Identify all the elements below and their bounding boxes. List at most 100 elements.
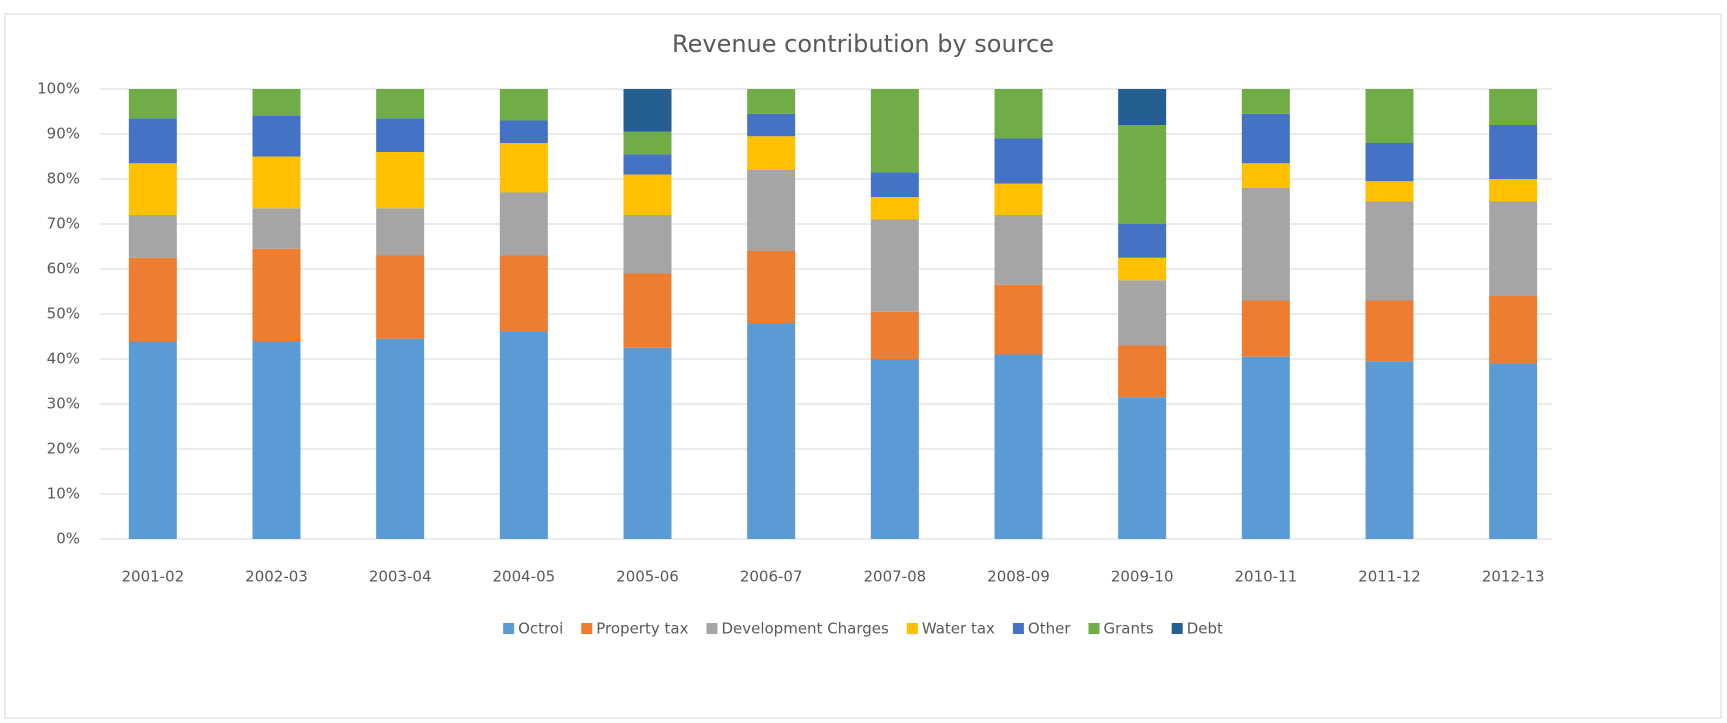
y-tick-label: 20% xyxy=(47,440,80,458)
bar-segment xyxy=(252,116,301,157)
bar-segment xyxy=(747,323,796,539)
bar-segment xyxy=(994,89,1043,139)
bar-segment xyxy=(252,89,301,116)
bar-segment xyxy=(1241,188,1290,301)
x-tick-label: 2005-06 xyxy=(616,568,679,586)
bar-segment xyxy=(994,183,1043,215)
legend-label: Property tax xyxy=(596,620,688,638)
y-tick-label: 0% xyxy=(56,530,80,548)
bar-segment xyxy=(1241,163,1290,188)
bar-segment xyxy=(128,257,177,341)
x-tick-label: 2010-11 xyxy=(1234,568,1297,586)
x-tick-label: 2007-08 xyxy=(863,568,926,586)
bar-segment xyxy=(1365,89,1414,143)
bar-segment xyxy=(1118,345,1167,398)
bar-segment xyxy=(252,341,301,539)
legend-label: Debt xyxy=(1187,620,1223,638)
x-tick-label: 2001-02 xyxy=(121,568,184,586)
bar-segment xyxy=(623,89,672,132)
y-tick-label: 100% xyxy=(37,80,80,98)
bar-segment xyxy=(1241,356,1290,539)
bar-segment xyxy=(128,215,177,258)
bar-segment xyxy=(623,174,672,215)
bar-segment xyxy=(870,219,919,312)
bar-segment xyxy=(1241,89,1290,114)
legend-swatch xyxy=(503,623,515,634)
bar-segment xyxy=(1118,125,1167,224)
legend-label: Octroi xyxy=(518,620,563,638)
bar-segment xyxy=(870,359,919,539)
bar-segment xyxy=(499,192,548,256)
bar-segment xyxy=(376,89,425,119)
bar-segment xyxy=(623,347,672,539)
bar-segment xyxy=(1489,201,1538,296)
bar-segment xyxy=(870,197,919,220)
legend-swatch xyxy=(581,623,593,634)
bar-segment xyxy=(1489,296,1538,364)
legend-swatch xyxy=(1012,623,1024,634)
bar-segment xyxy=(499,89,548,121)
bar-segment xyxy=(376,152,425,209)
bar-segment xyxy=(1489,125,1538,179)
bar-segment xyxy=(1365,201,1414,301)
chart-title: Revenue contribution by source xyxy=(672,30,1054,58)
bar-segment xyxy=(870,311,919,359)
bar-segment xyxy=(623,215,672,274)
x-tick-label: 2008-09 xyxy=(987,568,1050,586)
bar-segment xyxy=(994,215,1043,285)
bar-segment xyxy=(1118,89,1167,125)
x-tick-label: 2011-12 xyxy=(1358,568,1421,586)
x-tick-label: 2009-10 xyxy=(1111,568,1174,586)
bar-segment xyxy=(376,118,425,152)
bar-segment xyxy=(1118,397,1167,539)
bar-segment xyxy=(376,255,425,339)
bar-segment xyxy=(1489,89,1538,125)
bar-segment xyxy=(747,136,796,170)
x-tick-label: 2002-03 xyxy=(245,568,308,586)
bar-segment xyxy=(747,170,796,251)
legend: Octroi Property tax Development Charges Wat… xyxy=(503,620,1223,638)
legend-swatch xyxy=(1171,623,1183,634)
x-tick-label: 2006-07 xyxy=(740,568,803,586)
x-tick-label: 2012-13 xyxy=(1482,568,1545,586)
bar-segment xyxy=(499,143,548,193)
bar-segment xyxy=(1241,113,1290,164)
y-tick-label: 40% xyxy=(47,350,80,368)
bar-segment xyxy=(1118,224,1167,258)
bar-segment xyxy=(252,208,301,249)
bar-segment xyxy=(1365,181,1414,202)
legend-label: Development Charges xyxy=(721,620,889,638)
bar-segment xyxy=(1365,300,1414,362)
y-tick-label: 10% xyxy=(47,485,80,503)
bar-segment xyxy=(994,354,1043,539)
bar-segment xyxy=(128,163,177,215)
bar-segment xyxy=(1241,300,1290,357)
bar-segment xyxy=(1489,363,1538,539)
legend-swatch xyxy=(906,623,918,634)
x-tick-label: 2003-04 xyxy=(369,568,432,586)
bar-segment xyxy=(499,332,548,539)
bar-segment xyxy=(252,156,301,209)
bar-segment xyxy=(499,120,548,143)
bar-segment xyxy=(747,251,796,323)
legend-label: Grants xyxy=(1104,620,1154,638)
bar-segment xyxy=(128,89,177,119)
bar-segment xyxy=(1118,280,1167,346)
bar-segment xyxy=(252,248,301,341)
y-tick-label: 70% xyxy=(47,215,80,233)
bar-segment xyxy=(623,154,672,175)
legend-label: Water tax xyxy=(922,620,995,638)
bar-segment xyxy=(1365,361,1414,539)
legend-label: Other xyxy=(1028,620,1071,638)
bar-segment xyxy=(994,284,1043,355)
x-tick-label: 2004-05 xyxy=(492,568,555,586)
bar-segment xyxy=(499,255,548,332)
y-tick-label: 90% xyxy=(47,125,80,143)
bar-segment xyxy=(870,172,919,197)
bar-segment xyxy=(870,89,919,173)
bar-segment xyxy=(623,273,672,348)
bar-segment xyxy=(1118,257,1167,281)
y-tick-label: 50% xyxy=(47,305,80,323)
bar-segment xyxy=(747,89,796,114)
